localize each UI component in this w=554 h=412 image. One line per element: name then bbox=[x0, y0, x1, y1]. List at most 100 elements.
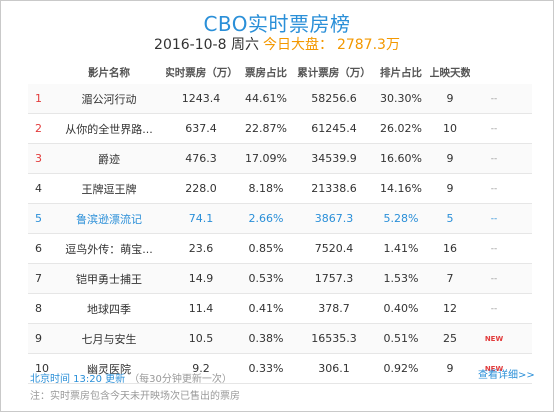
realtime-box-office: 9.2 bbox=[192, 362, 210, 375]
cumulative-box-office: 306.1 bbox=[318, 362, 350, 375]
schedule-share: 16.60% bbox=[380, 152, 422, 165]
days-released: 25 bbox=[443, 332, 457, 345]
footer-notice: 注：实时票房包含今天未开映场次已售出的票房 bbox=[30, 391, 240, 402]
days-released: 16 bbox=[443, 242, 457, 255]
cumulative-box-office: 1757.3 bbox=[314, 272, 354, 285]
status-flag: -- bbox=[490, 213, 498, 224]
schedule-share: 0.51% bbox=[383, 332, 419, 345]
schedule-share: 1.53% bbox=[383, 272, 419, 285]
status-flag: -- bbox=[490, 183, 498, 194]
status-flag: -- bbox=[490, 153, 498, 164]
box-office-share: 8.18% bbox=[248, 182, 284, 195]
box-office-share: 44.61% bbox=[245, 92, 287, 105]
box-office-share: 17.09% bbox=[245, 152, 287, 165]
rank-cell: 5 bbox=[35, 212, 42, 225]
status-flag: NEW bbox=[484, 334, 504, 343]
page-subtitle: 2016-10-8 周六 今日大盘： 2787.3万 bbox=[0, 34, 554, 54]
rank-cell: 7 bbox=[35, 272, 42, 285]
realtime-box-office: 1243.4 bbox=[181, 92, 221, 105]
rank-cell: 1 bbox=[35, 92, 42, 105]
rank-cell: 4 bbox=[35, 182, 42, 195]
table-row: 4 王牌逗王牌 228.0 8.18% 21338.6 14.16% 9 -- bbox=[28, 174, 532, 204]
header-cumulative: 累计票房（万） bbox=[297, 66, 371, 79]
days-released: 10 bbox=[443, 122, 457, 135]
table-row: 3 爵迹 476.3 17.09% 34539.9 16.60% 9 -- bbox=[28, 144, 532, 174]
cumulative-box-office: 21338.6 bbox=[311, 182, 357, 195]
days-released: 9 bbox=[446, 152, 454, 165]
cumulative-box-office: 7520.4 bbox=[314, 242, 354, 255]
realtime-box-office: 476.3 bbox=[185, 152, 217, 165]
view-details-link[interactable]: 查看详细>> bbox=[478, 370, 535, 381]
movie-title: 鲁滨逊漂流记 bbox=[76, 212, 142, 226]
schedule-share: 0.92% bbox=[383, 362, 419, 375]
table-row: 2 从你的全世界路... 637.4 22.87% 61245.4 26.02% 10 -- bbox=[28, 114, 532, 144]
table-row[interactable]: 5 鲁滨逊漂流记 74.1 2.66% 3867.3 5.28% 5 -- bbox=[28, 204, 532, 234]
box-office-table: 影片名称 实时票房（万） 票房占比 累计票房（万） 排片占比 上映天数 1 湄公河… bbox=[28, 60, 532, 384]
header-days: 上映天数 bbox=[430, 66, 470, 79]
days-released: 12 bbox=[443, 302, 457, 315]
header-realtime: 实时票房（万） bbox=[166, 66, 236, 79]
movie-title: 逗鸟外传：萌宝... bbox=[65, 242, 153, 256]
realtime-box-office: 11.4 bbox=[188, 302, 214, 315]
cumulative-box-office: 378.7 bbox=[318, 302, 350, 315]
box-office-share: 0.33% bbox=[248, 362, 284, 375]
rank-cell: 10 bbox=[35, 362, 49, 375]
schedule-share: 0.40% bbox=[383, 302, 419, 315]
box-office-share: 22.87% bbox=[245, 122, 287, 135]
schedule-share: 26.02% bbox=[380, 122, 422, 135]
schedule-share: 1.41% bbox=[383, 242, 419, 255]
status-flag: -- bbox=[490, 273, 498, 284]
schedule-share: 30.30% bbox=[380, 92, 422, 105]
realtime-box-office: 228.0 bbox=[185, 182, 217, 195]
update-time: 北京时间 13:20 更新 bbox=[30, 374, 126, 385]
realtime-box-office: 637.4 bbox=[185, 122, 217, 135]
status-flag: -- bbox=[490, 303, 498, 314]
table-body: 1 湄公河行动 1243.4 44.61% 58256.6 30.30% 9 -- 2 从你的全世… bbox=[28, 84, 532, 384]
rank-cell: 8 bbox=[35, 302, 42, 315]
rank-cell: 6 bbox=[35, 242, 42, 255]
status-flag: -- bbox=[490, 243, 498, 254]
movie-title: 铠甲勇士捕王 bbox=[76, 272, 142, 286]
movie-title: 地球四季 bbox=[87, 302, 131, 316]
cumulative-box-office: 61245.4 bbox=[311, 122, 357, 135]
table-row: 7 铠甲勇士捕王 14.9 0.53% 1757.3 1.53% 7 -- bbox=[28, 264, 532, 294]
movie-title: 湄公河行动 bbox=[81, 92, 137, 106]
schedule-share: 14.16% bbox=[380, 182, 422, 195]
table-row: 10 幽灵医院 9.2 0.33% 306.1 0.92% 9 NEW bbox=[28, 354, 532, 384]
cumulative-box-office: 58256.6 bbox=[311, 92, 357, 105]
days-released: 9 bbox=[446, 92, 454, 105]
box-office-share: 0.53% bbox=[248, 272, 284, 285]
movie-title: 爵迹 bbox=[98, 152, 120, 166]
page-title: CBO实时票房榜 bbox=[203, 12, 351, 36]
box-office-share: 2.66% bbox=[248, 212, 284, 225]
update-note: （每30分钟更新一次） bbox=[129, 374, 232, 385]
cumulative-box-office: 16535.3 bbox=[311, 332, 357, 345]
status-flag: -- bbox=[490, 123, 498, 134]
days-released: 9 bbox=[446, 362, 454, 375]
days-released: 5 bbox=[446, 212, 454, 225]
days-released: 9 bbox=[446, 182, 454, 195]
header-share: 票房占比 bbox=[245, 66, 287, 79]
header-schedule: 排片占比 bbox=[380, 66, 422, 79]
total-value: 2787.3万 bbox=[336, 37, 400, 53]
total-label: 今日大盘： 2787.3万 bbox=[262, 37, 400, 53]
movie-title: 王牌逗王牌 bbox=[81, 182, 137, 196]
realtime-box-office: 74.1 bbox=[188, 212, 214, 225]
table-row: 9 七月与安生 10.5 0.38% 16535.3 0.51% 25 NEW bbox=[28, 324, 532, 354]
movie-title: 七月与安生 bbox=[81, 332, 137, 346]
box-office-share: 0.41% bbox=[248, 302, 284, 315]
table-row: 8 地球四季 11.4 0.41% 378.7 0.40% 12 -- bbox=[28, 294, 532, 324]
box-office-share: 0.38% bbox=[248, 332, 284, 345]
cumulative-box-office: 3867.3 bbox=[314, 212, 354, 225]
status-flag: -- bbox=[490, 93, 498, 104]
box-office-share: 0.85% bbox=[248, 242, 284, 255]
rank-cell: 3 bbox=[35, 152, 42, 165]
realtime-box-office: 10.5 bbox=[188, 332, 214, 345]
realtime-box-office: 23.6 bbox=[188, 242, 214, 255]
table-row: 1 湄公河行动 1243.4 44.61% 58256.6 30.30% 9 -- bbox=[28, 84, 532, 114]
header-rank bbox=[28, 60, 52, 84]
movie-title: 从你的全世界路... bbox=[65, 122, 153, 136]
realtime-box-office: 14.9 bbox=[188, 272, 214, 285]
status-flag: NEW bbox=[484, 364, 504, 373]
movie-title: 幽灵医院 bbox=[87, 362, 131, 376]
